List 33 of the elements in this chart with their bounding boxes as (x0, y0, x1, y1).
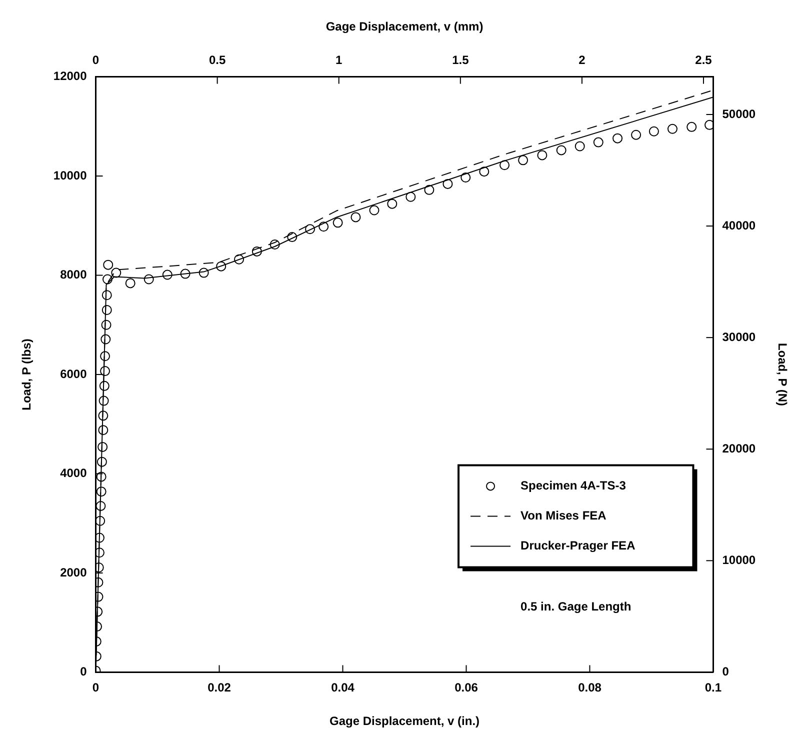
x-tick-label: 0.06 (454, 680, 478, 695)
annotation: 0.5 in. Gage Length (520, 600, 632, 614)
y2-tick-label: 50000 (722, 106, 756, 121)
y-tick-label: 2000 (60, 565, 88, 580)
y-tick-label: 6000 (60, 366, 88, 381)
y2-tick-label: 0 (722, 664, 730, 679)
y2-tick-label: 10000 (722, 552, 756, 567)
x2-axis-title: Gage Displacement, v (mm) (326, 20, 484, 34)
y2-tick-label: 40000 (722, 218, 756, 232)
x2-tick-label: 1 (336, 52, 343, 67)
y-axis-title: Load, P (lbs) (20, 338, 34, 410)
y2-tick-label: 20000 (722, 441, 756, 456)
x2-tick-label: 0 (92, 52, 100, 67)
legend-label: Von Mises FEA (520, 508, 607, 523)
y-tick-label: 4000 (60, 466, 88, 480)
y-tick-label: 12000 (53, 69, 88, 84)
x2-tick-label: 2.5 (695, 52, 712, 67)
x-tick-label: 0.1 (704, 680, 722, 695)
y-tick-label: 8000 (60, 268, 88, 282)
y-tick-label: 0 (80, 664, 88, 679)
y2-tick-label: 30000 (722, 330, 756, 344)
y-tick-label: 10000 (53, 168, 88, 182)
y2-axis-title: Load, P (N) (775, 342, 790, 406)
legend-label: Drucker-Prager FEA (520, 538, 636, 553)
x-axis-title: Gage Displacement, v (in.) (329, 714, 480, 728)
x-tick-label: 0 (92, 680, 100, 695)
x-tick-label: 0.02 (208, 680, 232, 695)
legend-label: Specimen 4A-TS-3 (520, 478, 626, 493)
x2-tick-label: 2 (578, 52, 586, 67)
x2-tick-label: 0.5 (208, 52, 226, 67)
x2-tick-label: 1.5 (452, 52, 470, 67)
x-tick-label: 0.08 (578, 680, 602, 695)
x-tick-label: 0.04 (331, 680, 355, 695)
